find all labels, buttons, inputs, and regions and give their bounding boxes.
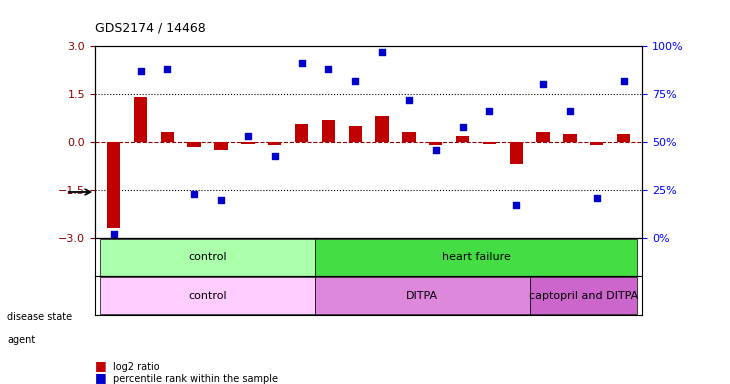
Point: [134, 68, 146, 74]
Text: agent: agent: [7, 335, 36, 345]
Point: [215, 197, 227, 203]
FancyBboxPatch shape: [315, 277, 530, 314]
Text: disease state: disease state: [7, 312, 72, 322]
Bar: [134, 97, 147, 142]
Point: [483, 108, 495, 114]
Point: [564, 108, 576, 114]
Text: captopril and DITPA: captopril and DITPA: [529, 291, 638, 301]
Bar: [295, 124, 308, 142]
Bar: [241, 142, 255, 144]
Point: [618, 78, 629, 84]
FancyBboxPatch shape: [100, 277, 315, 314]
FancyBboxPatch shape: [100, 239, 315, 276]
Point: [376, 49, 388, 55]
Text: percentile rank within the sample: percentile rank within the sample: [113, 374, 278, 384]
Bar: [590, 142, 604, 145]
Point: [430, 147, 442, 153]
Bar: [215, 142, 228, 150]
Point: [323, 66, 334, 72]
Point: [108, 231, 120, 237]
Bar: [348, 126, 362, 142]
Point: [269, 152, 280, 159]
Point: [296, 60, 307, 66]
Bar: [429, 142, 442, 145]
Bar: [188, 142, 201, 147]
Text: GDS2174 / 14468: GDS2174 / 14468: [95, 22, 206, 35]
Bar: [483, 142, 496, 144]
FancyBboxPatch shape: [315, 239, 637, 276]
Point: [510, 202, 522, 209]
Bar: [322, 120, 335, 142]
Text: ■: ■: [95, 371, 107, 384]
Text: log2 ratio: log2 ratio: [113, 362, 160, 372]
Point: [242, 133, 254, 139]
FancyBboxPatch shape: [530, 277, 637, 314]
Bar: [375, 116, 389, 142]
Bar: [564, 134, 577, 142]
Bar: [107, 142, 120, 228]
Bar: [510, 142, 523, 164]
Text: control: control: [188, 291, 227, 301]
Point: [591, 195, 603, 201]
Bar: [161, 132, 174, 142]
Point: [457, 124, 469, 130]
Point: [403, 97, 415, 103]
Bar: [537, 132, 550, 142]
Bar: [456, 136, 469, 142]
Point: [188, 191, 200, 197]
Text: control: control: [188, 252, 227, 262]
Text: ■: ■: [95, 359, 107, 372]
Bar: [268, 142, 282, 145]
Bar: [402, 132, 415, 142]
Bar: [617, 134, 630, 142]
Point: [537, 81, 549, 88]
Text: heart failure: heart failure: [442, 252, 510, 262]
Text: DITPA: DITPA: [407, 291, 439, 301]
Point: [161, 66, 173, 72]
Point: [350, 78, 361, 84]
